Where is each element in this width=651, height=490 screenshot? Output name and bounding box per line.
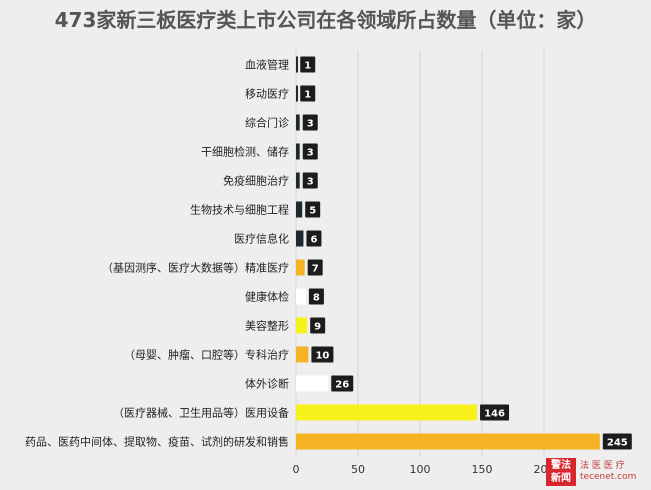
watermark-logo: 警法 新闻 [546, 458, 576, 486]
value-labels: 1 1 3 3 3 5 6 7 8 9 10 26 146 245 [300, 56, 632, 450]
value-label: 9 [314, 322, 321, 333]
category-label: 体外诊断 [245, 377, 289, 391]
category-label: 移动医疗 [245, 87, 289, 101]
bars [296, 56, 600, 450]
category-label: （医疗器械、卫生用品等）医用设备 [113, 406, 289, 420]
value-label-bg [305, 201, 321, 218]
bar [296, 114, 300, 131]
value-label: 146 [484, 409, 505, 420]
value-label-bg [311, 346, 334, 363]
category-label: 免疫细胞治疗 [223, 174, 289, 188]
value-label-bg [302, 114, 318, 131]
watermark-text: 法 医 医 疗 tecenet.com [580, 461, 637, 482]
value-label-bg [300, 85, 316, 102]
x-tick-label: 100 [410, 463, 431, 476]
value-label-bg [306, 230, 322, 247]
bar [296, 317, 308, 334]
category-label: 医疗信息化 [234, 232, 289, 246]
category-label: 美容整形 [245, 319, 289, 333]
value-label-bg [310, 317, 326, 334]
value-label: 245 [607, 438, 628, 449]
bar [296, 259, 305, 276]
value-label: 1 [304, 61, 311, 72]
bar [296, 56, 298, 73]
category-label: 生物技术与细胞工程 [190, 203, 289, 217]
value-label-bg [302, 143, 318, 160]
bar [296, 433, 600, 450]
value-label: 26 [335, 380, 349, 391]
value-label-bg [480, 404, 510, 421]
category-labels: 血液管理移动医疗综合门诊干细胞检测、储存免疫细胞治疗生物技术与细胞工程医疗信息化… [25, 58, 289, 449]
chart-title: 473家新三板医疗类上市公司在各领域所占数量（单位：家） [54, 8, 597, 32]
bar [296, 375, 329, 392]
category-label: （母婴、肿瘤、口腔等）专科治疗 [124, 348, 289, 362]
bar [296, 346, 309, 363]
value-label: 5 [309, 206, 316, 217]
value-label-bg [300, 56, 316, 73]
value-label: 3 [307, 177, 314, 188]
category-label: 血液管理 [245, 58, 289, 72]
category-label: 综合门诊 [245, 116, 289, 130]
value-label: 6 [310, 235, 317, 246]
value-label: 3 [307, 148, 314, 159]
bar [296, 201, 303, 218]
bar [296, 172, 300, 189]
category-label: 药品、医药中间体、提取物、疫苗、试剂的研发和销售 [25, 435, 289, 449]
bar [296, 404, 478, 421]
bar [296, 230, 304, 247]
bar [296, 143, 300, 160]
category-label: （基因测序、医疗大数据等）精准医疗 [102, 261, 289, 275]
x-tick-label: 150 [472, 463, 493, 476]
x-axis-ticks: 0 50 100 150 200 [293, 463, 555, 476]
value-label: 3 [307, 119, 314, 130]
category-label: 干细胞检测、储存 [201, 145, 289, 159]
value-label-bg [302, 172, 318, 189]
value-label-bg [331, 375, 354, 392]
watermark: 警法 新闻 法 医 医 疗 tecenet.com [546, 458, 636, 486]
x-tick-label: 50 [351, 463, 365, 476]
value-label: 1 [304, 90, 311, 101]
value-label: 7 [312, 264, 319, 275]
x-tick-label: 0 [293, 463, 300, 476]
value-label-bg [308, 288, 324, 305]
value-label: 10 [315, 351, 329, 362]
category-label: 健康体检 [245, 290, 289, 304]
value-label-bg [307, 259, 323, 276]
value-label: 8 [313, 293, 320, 304]
value-label-bg [602, 433, 632, 450]
bar [296, 288, 306, 305]
grid-lines [295, 50, 545, 456]
bar [296, 85, 298, 102]
